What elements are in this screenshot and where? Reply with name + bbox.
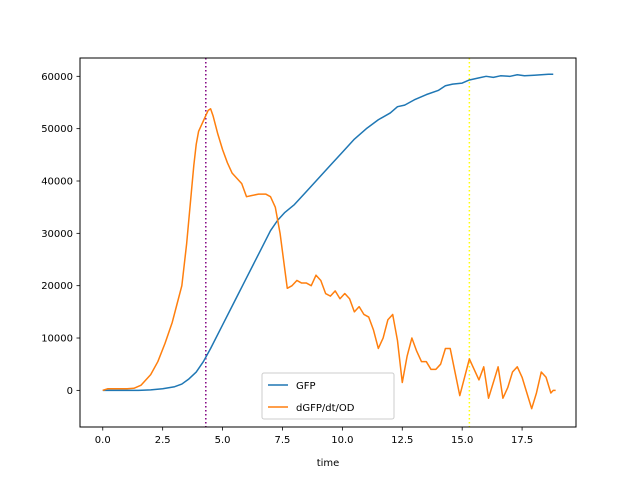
legend-label-gfp: GFP [296, 381, 316, 392]
legend: GFP dGFP/dt/OD [261, 372, 395, 420]
x-axis-title: time [317, 458, 340, 469]
y-tick-label: 30000 [41, 229, 73, 240]
y-tick-label: 50000 [41, 124, 73, 135]
series-line-1 [102, 108, 556, 410]
x-tick-label: 2.5 [155, 435, 171, 446]
x-tick-label: 0.0 [95, 435, 111, 446]
x-tick-label: 7.5 [275, 435, 291, 446]
y-tick-label: 40000 [41, 177, 73, 188]
axes-frame [79, 57, 577, 428]
x-tick-label: 17.5 [511, 435, 533, 446]
series-group [102, 73, 556, 410]
y-tick-label: 0 [67, 386, 73, 397]
y-axis-ticks: 0 10000 20000 30000 40000 50000 60000 [41, 72, 80, 397]
y-tick-label: 10000 [41, 334, 73, 345]
series-line-0 [102, 73, 554, 392]
x-tick-label: 15.0 [451, 435, 473, 446]
plot-area [79, 57, 577, 428]
legend-label-dgfp: dGFP/dt/OD [296, 403, 355, 414]
reference-lines [205, 58, 471, 427]
y-tick-label: 20000 [41, 281, 73, 292]
legend-box [261, 372, 395, 420]
x-tick-label: 5.0 [215, 435, 231, 446]
y-tick-label: 60000 [41, 72, 73, 83]
x-tick-label: 12.5 [391, 435, 413, 446]
x-tick-label: 10.0 [331, 435, 353, 446]
x-axis-ticks: 0.0 2.5 5.0 7.5 10.0 12.5 15.0 17.5 [95, 427, 533, 446]
